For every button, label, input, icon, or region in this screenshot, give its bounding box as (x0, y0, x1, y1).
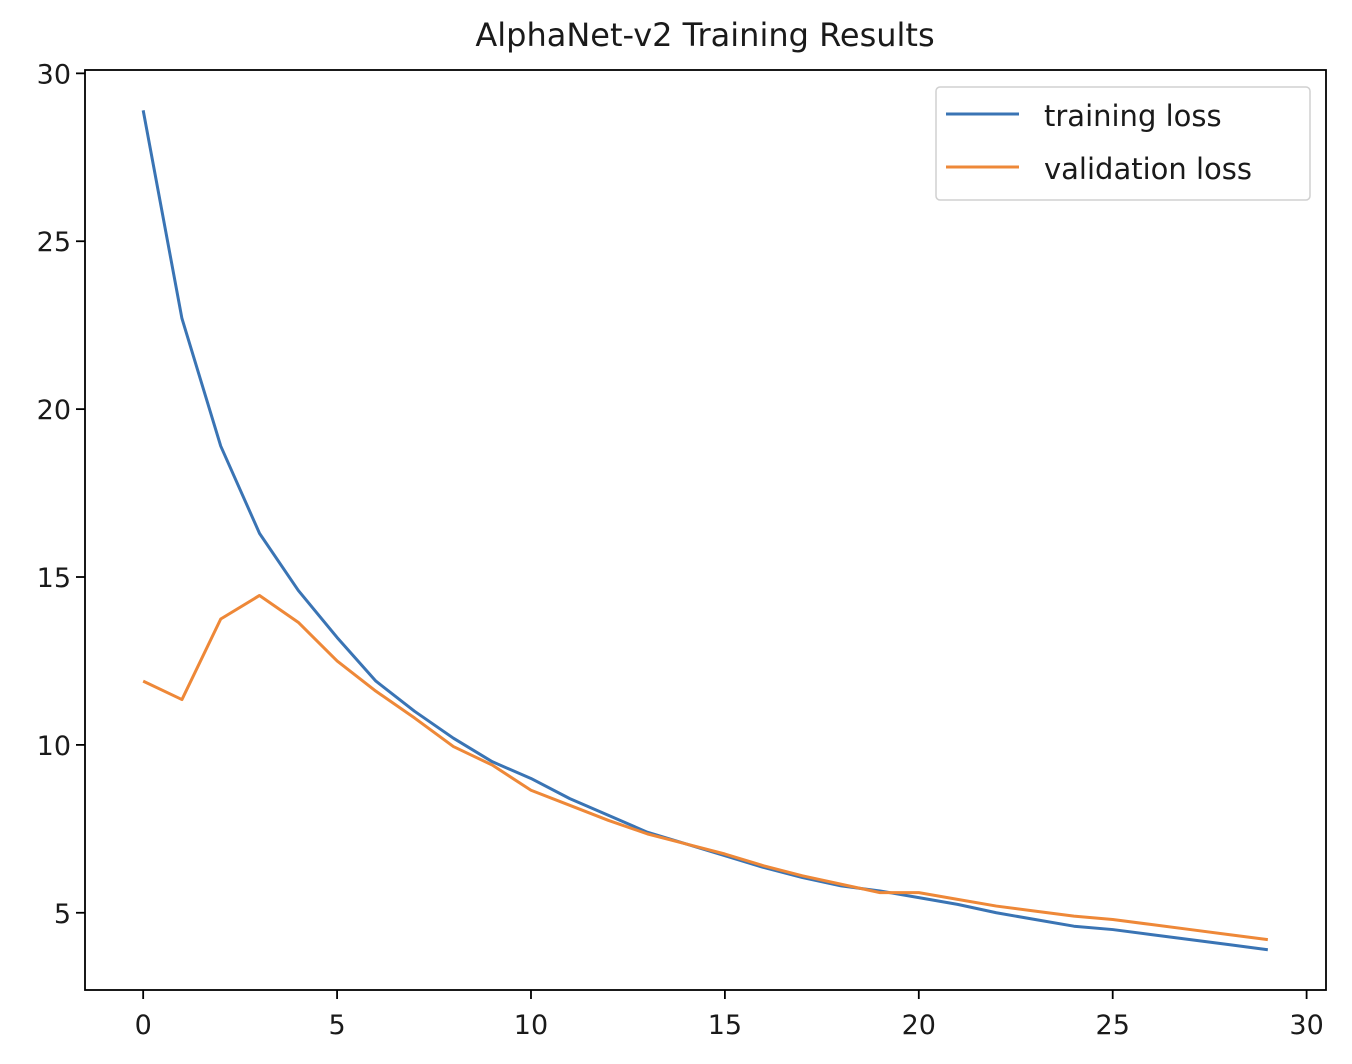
y-tick-label: 5 (54, 899, 71, 930)
x-tick-label: 30 (1289, 1010, 1323, 1041)
chart-title: AlphaNet-v2 Training Results (475, 16, 934, 54)
x-tick-label: 15 (708, 1010, 742, 1041)
plot-frame (84, 69, 1327, 991)
series-line-validation-loss (142, 593, 1269, 942)
y-tick-label: 30 (37, 59, 71, 90)
x-tick-label: 25 (1096, 1010, 1130, 1041)
x-tick-label: 0 (135, 1010, 152, 1041)
legend-label-validation-loss: validation loss (1044, 152, 1252, 186)
legend-label-training-loss: training loss (1044, 99, 1222, 133)
y-tick-label: 20 (37, 395, 71, 426)
y-tick-label: 25 (37, 227, 71, 258)
y-tick-label: 15 (37, 563, 71, 594)
series-line-training-loss (141, 110, 1269, 952)
plot-series (141, 110, 1269, 952)
x-tick-label: 5 (328, 1010, 345, 1041)
legend: training loss validation loss (935, 86, 1311, 201)
y-tick-label: 10 (37, 731, 71, 762)
axes: 0 5 10 15 20 25 30 5 10 15 20 25 30 (37, 59, 1324, 1041)
x-tick-label: 10 (514, 1010, 548, 1041)
legend-box (935, 86, 1311, 201)
x-tick-label: 20 (902, 1010, 936, 1041)
